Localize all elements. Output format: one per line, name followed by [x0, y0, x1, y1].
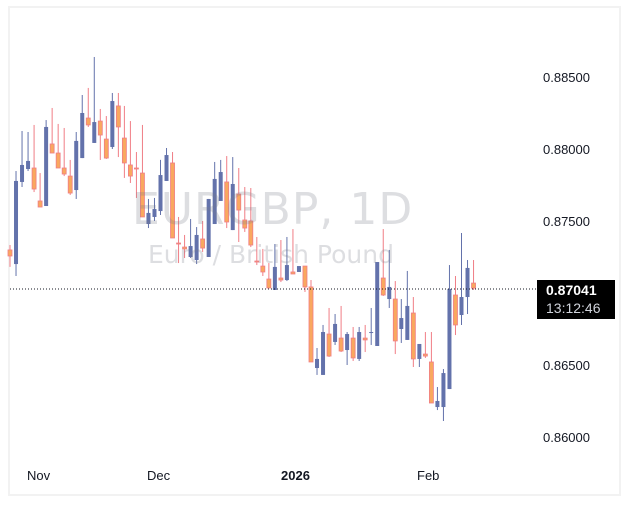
candle-down[interactable] [350, 337, 356, 359]
candle-down[interactable] [326, 333, 332, 357]
candle-up[interactable] [14, 180, 19, 265]
candle-down[interactable] [37, 200, 43, 208]
candle-down[interactable] [392, 298, 398, 342]
candle-up[interactable] [459, 297, 464, 316]
candle-down[interactable] [278, 277, 284, 281]
candle-down[interactable] [115, 105, 121, 128]
candle-down[interactable] [49, 143, 55, 154]
candle-down[interactable] [236, 193, 242, 211]
candle-down[interactable] [428, 361, 434, 404]
candle-down[interactable] [302, 265, 308, 288]
time-tick-dec: Dec [147, 468, 171, 483]
candle-down[interactable] [31, 167, 37, 190]
candle-down[interactable] [103, 138, 109, 159]
candle-up[interactable] [447, 288, 452, 390]
candle-up[interactable] [284, 265, 289, 281]
candle-up[interactable] [146, 212, 151, 225]
candle-up[interactable] [272, 266, 277, 290]
candle-up[interactable] [188, 246, 193, 257]
bar-countdown: 13:12:46 [546, 300, 601, 316]
candle-up[interactable] [435, 400, 440, 408]
price-tick-087500: 0.87500 [543, 214, 590, 229]
time-tick-nov: Nov [27, 468, 51, 483]
candle-up[interactable] [375, 262, 380, 346]
candle-down[interactable] [242, 219, 248, 229]
candle-down[interactable] [290, 271, 296, 275]
candle-up[interactable] [44, 126, 49, 207]
candle-down[interactable] [266, 278, 272, 289]
candle-down[interactable] [7, 249, 13, 257]
watermark-symbol: EURGBP, 1D [132, 184, 414, 235]
candle-down[interactable] [453, 294, 458, 326]
candle-up[interactable] [206, 198, 211, 257]
last-price-value: 0.87041 [546, 282, 597, 298]
candle-up[interactable] [441, 373, 446, 408]
candle-up[interactable] [26, 160, 31, 170]
candle-up[interactable] [212, 178, 217, 225]
candle-down[interactable] [140, 172, 145, 218]
candle-down[interactable] [67, 175, 73, 194]
candle-down[interactable] [308, 286, 314, 363]
last-price-badge: 0.87041 13:12:46 [537, 280, 615, 319]
candle-up[interactable] [399, 318, 404, 329]
candle-down[interactable] [85, 117, 91, 126]
candle-up[interactable] [345, 334, 350, 351]
candle-up[interactable] [164, 155, 169, 181]
candle-down[interactable] [61, 167, 67, 175]
candle-down[interactable] [260, 265, 266, 273]
candle-up[interactable] [194, 234, 199, 261]
candle-down[interactable] [254, 260, 260, 263]
candle-up[interactable] [357, 332, 362, 359]
candle-down[interactable] [176, 242, 181, 245]
candle-down[interactable] [248, 220, 254, 246]
candle-up[interactable] [92, 122, 97, 143]
candle-up[interactable] [387, 286, 392, 300]
candle-down[interactable] [55, 152, 61, 169]
candle-down[interactable] [170, 162, 175, 239]
candle-down[interactable] [410, 312, 416, 360]
candle-up[interactable] [417, 343, 422, 359]
price-tick-086000: 0.86000 [543, 430, 590, 445]
candle-down[interactable] [127, 164, 133, 177]
candle-up[interactable] [74, 140, 79, 191]
candle-up[interactable] [333, 323, 338, 342]
watermark-description: Euro / British Pound [148, 240, 394, 269]
candle-up[interactable] [218, 172, 223, 201]
candle-down[interactable] [121, 137, 127, 164]
candle-up[interactable] [321, 332, 326, 375]
price-tick-086500: 0.86500 [543, 358, 590, 373]
candle-down[interactable] [97, 120, 103, 136]
candle-down[interactable] [182, 246, 187, 250]
candle-down[interactable] [422, 353, 428, 357]
chart-frame[interactable] [8, 6, 621, 496]
candle-up[interactable] [110, 101, 115, 147]
candle-down[interactable] [224, 181, 230, 223]
time-tick-2026: 2026 [281, 468, 310, 483]
candle-up[interactable] [20, 164, 25, 182]
price-tick-088000: 0.88000 [543, 142, 590, 157]
price-tick-088500: 0.88500 [543, 70, 590, 85]
candle-up[interactable] [465, 267, 470, 298]
candle-up[interactable] [369, 332, 374, 334]
candle-up[interactable] [405, 305, 410, 340]
candle-up[interactable] [158, 175, 163, 212]
candle-down[interactable] [380, 277, 386, 296]
candle-up[interactable] [152, 209, 157, 217]
candles-group [7, 56, 476, 422]
candle-down[interactable] [338, 337, 344, 352]
candle-up[interactable] [315, 358, 320, 369]
candle-down[interactable] [362, 337, 368, 341]
candle-down[interactable] [134, 167, 139, 170]
candle-up[interactable] [296, 266, 301, 272]
candle-up[interactable] [80, 112, 85, 159]
candle-down[interactable] [200, 238, 206, 249]
candle-up[interactable] [230, 183, 235, 231]
candle-down[interactable] [471, 282, 476, 289]
time-tick-feb: Feb [417, 468, 440, 483]
